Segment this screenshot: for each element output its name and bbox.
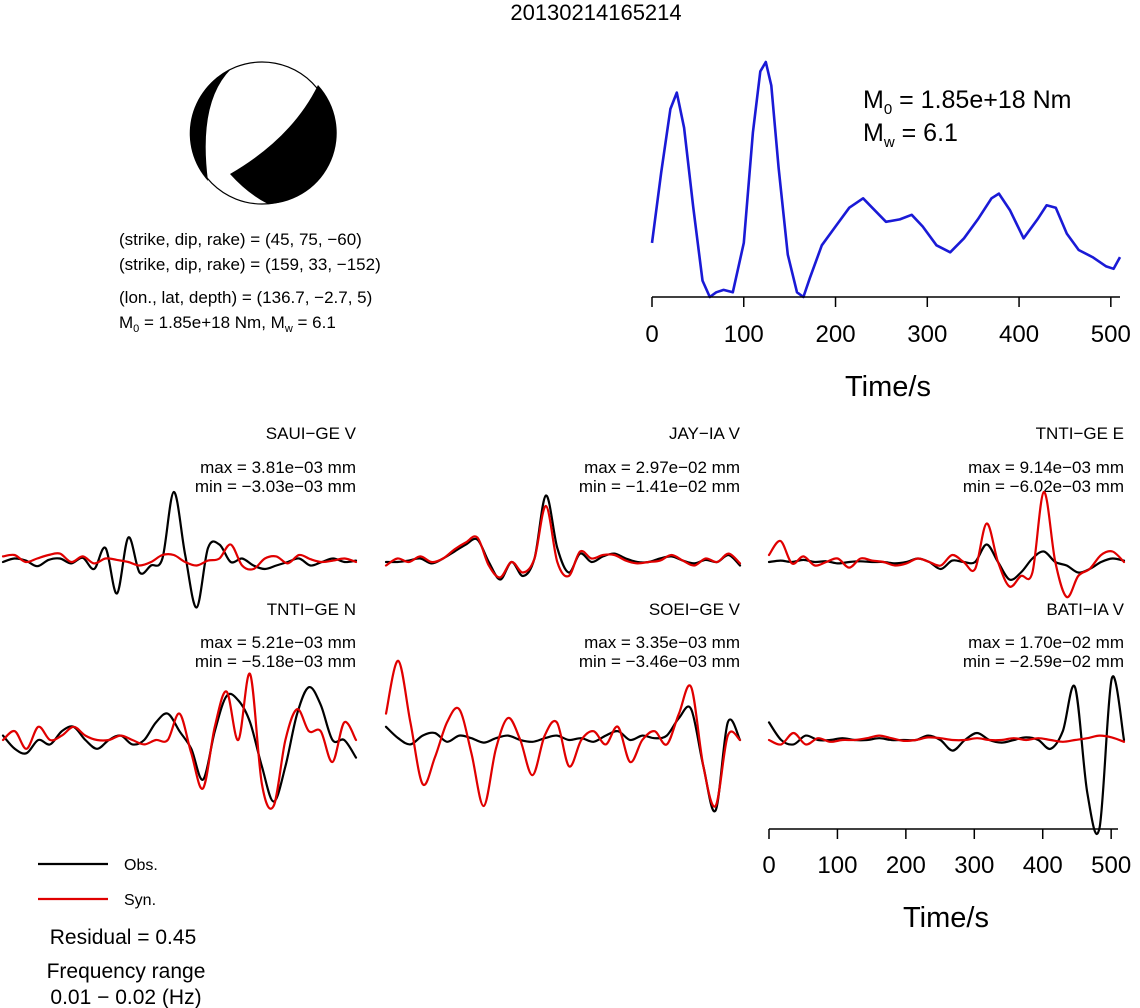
station-max-label: max = 5.21e−03 mm (200, 633, 356, 652)
legend: Obs. Syn. (38, 857, 158, 909)
legend-obs-label: Obs. (124, 857, 158, 874)
station-name: SOEI−GE V (649, 600, 741, 619)
stf-xlabel: Time/s (845, 371, 931, 403)
plane1-label: (strike, dip, rake) = (45, 75, −60) (119, 230, 362, 249)
station-name: BATI−IA V (1046, 600, 1124, 619)
frequency-range-title: Frequency range (47, 960, 206, 983)
figure-title: 20130214165214 (510, 0, 681, 25)
waveform-x-tick-label: 500 (1091, 852, 1131, 879)
station-name: TNTI−GE E (1036, 424, 1124, 443)
plane2-label: (strike, dip, rake) = (159, 33, −152) (119, 255, 381, 274)
synthetic-trace (1, 543, 358, 571)
stf-x-tick-label: 400 (999, 321, 1039, 348)
observed-trace (1, 686, 358, 803)
waveform-x-tick-label: 300 (954, 852, 994, 879)
station-max-label: max = 2.97e−02 mm (584, 458, 740, 477)
waveform-x-tick-label: 200 (886, 852, 926, 879)
observed-trace (1, 490, 358, 609)
observed-trace (767, 543, 1126, 581)
synthetic-trace (767, 490, 1126, 599)
stf-x-tick-label: 200 (816, 321, 856, 348)
station-min-label: min = −6.02e−03 mm (963, 477, 1124, 496)
station-max-label: max = 3.35e−03 mm (584, 633, 740, 652)
beachball-compression-right (230, 85, 337, 204)
synthetic-trace (384, 659, 742, 808)
legend-syn-label: Syn. (124, 892, 156, 909)
synthetic-trace (767, 731, 1126, 746)
station-name: TNTI−GE N (267, 600, 356, 619)
residual-label: Residual = 0.45 (50, 926, 197, 949)
mechanism-info: (strike, dip, rake) = (45, 75, −60) (str… (119, 230, 381, 335)
station-min-label: min = −3.46e−03 mm (579, 652, 740, 671)
station-max-label: max = 3.81e−03 mm (200, 458, 356, 477)
moment-label: M0 = 1.85e+18 Nm, Mw = 6.1 (119, 313, 336, 335)
station-min-label: min = −3.03e−03 mm (195, 477, 356, 496)
waveform-x-tick-label: 0 (762, 852, 775, 879)
station-name: SAUI−GE V (266, 424, 357, 443)
stf-series-line (650, 60, 1122, 299)
station-name: JAY−IA V (669, 424, 741, 443)
station-max-label: max = 9.14e−03 mm (968, 458, 1124, 477)
observed-trace (767, 675, 1126, 836)
station-min-label: min = −1.41e−02 mm (579, 477, 740, 496)
station-min-label: min = −2.59e−02 mm (963, 652, 1124, 671)
synthetic-trace (1, 672, 358, 810)
waveform-x-tick-label: 400 (1023, 852, 1063, 879)
station-min-label: min = −5.18e−03 mm (195, 652, 356, 671)
waveform-x-tick-label: 100 (817, 852, 857, 879)
stf-m0-annotation: M0 = 1.85e+18 Nm (863, 86, 1071, 118)
stf-x-tick-label: 0 (645, 321, 658, 348)
frequency-range-value: 0.01 − 0.02 (Hz) (50, 986, 201, 1008)
beachball (189, 61, 337, 205)
waveform-xlabel: Time/s (903, 902, 989, 934)
stf-mw-annotation: Mw = 6.1 (863, 119, 958, 151)
observed-trace (384, 705, 742, 813)
stf-panel: M0 = 1.85e+18 Nm Mw = 6.1 Time/s 0 100 200… (645, 60, 1131, 403)
stf-x-tick-label: 300 (907, 321, 947, 348)
station-max-label: max = 1.70e−02 mm (968, 633, 1124, 652)
stf-x-tick-label: 500 (1091, 321, 1131, 348)
synthetic-trace (384, 504, 742, 579)
observed-trace (384, 494, 742, 581)
stf-x-tick-label: 100 (724, 321, 764, 348)
beachball-compression-left (189, 69, 231, 181)
waveform-time-axis: Time/s 0 100 200 300 400 500 (762, 828, 1131, 934)
location-label: (lon., lat, depth) = (136.7, −2.7, 5) (119, 288, 372, 307)
